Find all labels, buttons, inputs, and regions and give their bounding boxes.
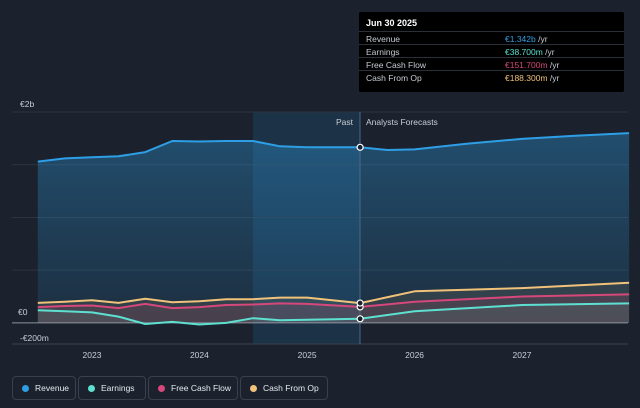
tooltip-row-earnings: Earnings €38.700m /yr bbox=[359, 44, 624, 58]
legend-item-revenue[interactable]: Revenue bbox=[12, 376, 76, 400]
x-tick-label: 2023 bbox=[83, 350, 102, 360]
tooltip-label: Revenue bbox=[366, 34, 401, 44]
series-line bbox=[37, 281, 630, 305]
legend-label: Free Cash Flow bbox=[171, 383, 231, 393]
legend-label: Cash From Op bbox=[263, 383, 319, 393]
y-label-bottom: -€200m bbox=[20, 333, 49, 343]
y-label-top: €2b bbox=[20, 99, 34, 109]
legend-item-free-cash-flow[interactable]: Free Cash Flow bbox=[148, 376, 238, 400]
tooltip-label: Free Cash Flow bbox=[366, 60, 426, 70]
tooltip-value: €151.700m /yr bbox=[505, 60, 560, 70]
x-tick-label: 2025 bbox=[298, 350, 317, 360]
divider-point bbox=[356, 315, 364, 323]
divider-point bbox=[356, 299, 364, 307]
series-line bbox=[37, 293, 630, 310]
tooltip-value: €1.342b /yr bbox=[505, 34, 548, 44]
series-area bbox=[37, 303, 630, 325]
legend-item-earnings[interactable]: Earnings bbox=[78, 376, 146, 400]
divider-point bbox=[356, 143, 364, 151]
x-tick-label: 2024 bbox=[190, 350, 209, 360]
series-area bbox=[37, 294, 630, 323]
legend-dot-icon bbox=[88, 385, 95, 392]
series-line bbox=[37, 302, 630, 326]
legend-label: Earnings bbox=[101, 383, 135, 393]
series-lines bbox=[37, 132, 630, 326]
series-line bbox=[37, 132, 630, 163]
legend-label: Revenue bbox=[35, 383, 70, 393]
divider-past-label: Past bbox=[336, 117, 354, 127]
legend-dot-icon bbox=[250, 385, 257, 392]
divider-forecast-label: Analysts Forecasts bbox=[366, 117, 438, 127]
x-tick-label: 2026 bbox=[405, 350, 424, 360]
y-label-zero: €0 bbox=[18, 307, 28, 317]
tooltip-row-revenue: Revenue €1.342b /yr bbox=[359, 31, 624, 45]
tooltip-row-cash-from-op: Cash From Op €188.300m /yr bbox=[359, 70, 624, 84]
tooltip-row-free-cash-flow: Free Cash Flow €151.700m /yr bbox=[359, 57, 624, 71]
x-tick-label: 2027 bbox=[513, 350, 532, 360]
tooltip-value: €38.700m /yr bbox=[505, 47, 555, 57]
divider-markers bbox=[356, 143, 364, 323]
series-area bbox=[37, 133, 630, 323]
legend-dot-icon bbox=[22, 385, 29, 392]
tooltip-date: Jun 30 2025 bbox=[366, 18, 418, 28]
series-area bbox=[37, 282, 630, 323]
legend-dot-icon bbox=[158, 385, 165, 392]
tooltip-value: €188.300m /yr bbox=[505, 73, 560, 83]
data-tooltip: Jun 30 2025 Revenue €1.342b /yr Earnings… bbox=[359, 12, 624, 92]
x-axis-ticks: 2023 2024 2025 2026 2027 bbox=[83, 350, 532, 360]
tooltip-label: Earnings bbox=[366, 47, 400, 57]
tooltip-label: Cash From Op bbox=[366, 73, 422, 83]
series-areas bbox=[37, 133, 630, 325]
legend-item-cash-from-op[interactable]: Cash From Op bbox=[240, 376, 328, 400]
